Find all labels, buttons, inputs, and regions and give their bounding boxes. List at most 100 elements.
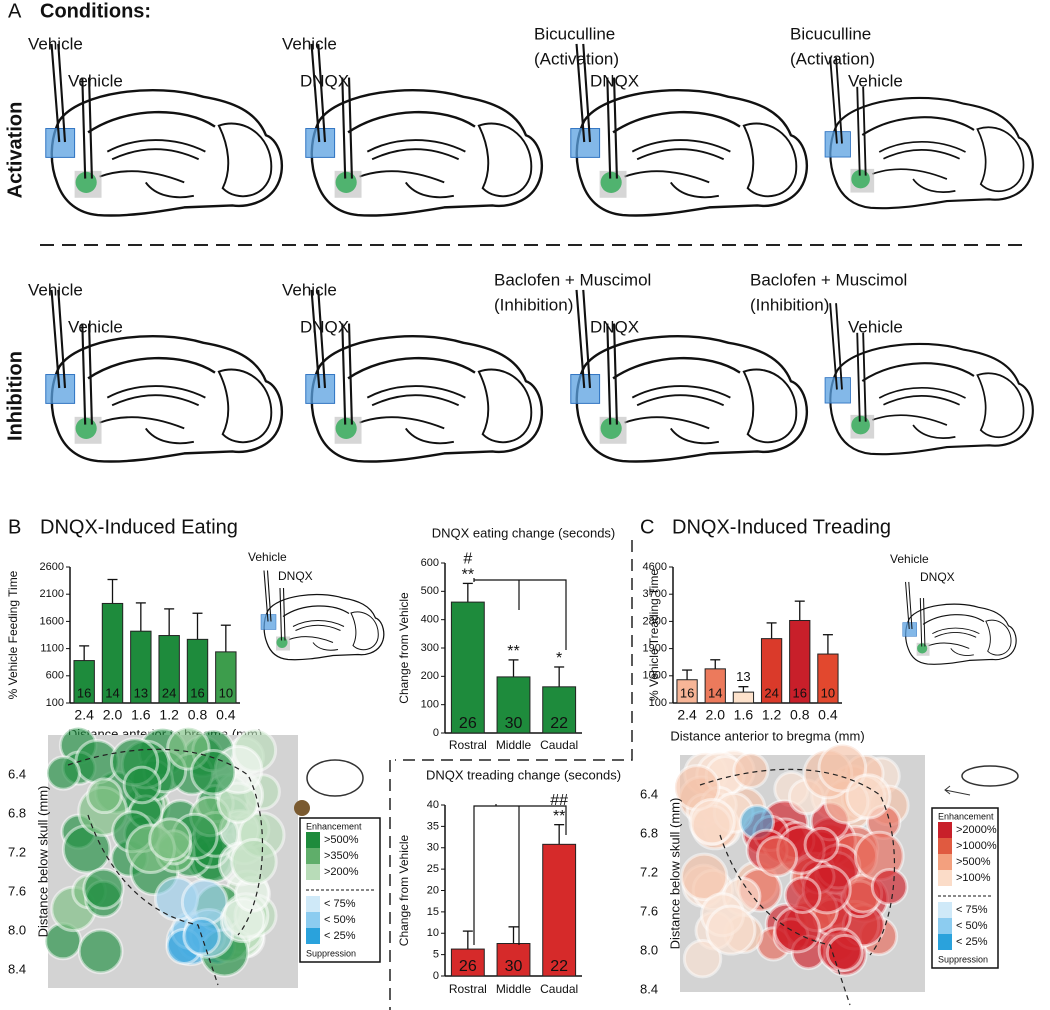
y-tick-label: 1000 (643, 670, 667, 682)
site-marker (230, 837, 278, 886)
bar (130, 630, 152, 704)
x-tick-label: 0.8 (790, 707, 810, 723)
site-marker (870, 868, 909, 906)
legend-label: >2000% (956, 824, 997, 836)
bar (542, 686, 577, 734)
food-pellets (294, 800, 310, 816)
legend-label: >500% (956, 856, 991, 868)
legend-swatch (938, 838, 952, 854)
bar (817, 653, 839, 704)
site-marker (845, 773, 892, 820)
bar (496, 676, 531, 734)
condition-label: (Inhibition) (494, 295, 573, 314)
y-tick-label: 30 (427, 842, 439, 854)
legend-label: >350% (324, 850, 359, 862)
x-tick-label: 1.2 (762, 707, 782, 723)
x-tick-label: Rostral (449, 738, 487, 752)
y-axis-label: % Vehicle Feeding Time (6, 570, 20, 699)
legend-label: < 50% (956, 920, 988, 932)
bar (450, 948, 485, 977)
n-label: 14 (105, 685, 119, 700)
legend-heading: Suppression (938, 954, 988, 964)
panel-a: A Conditions: (8, 0, 1035, 463)
legend-swatch (306, 832, 320, 848)
inset-label: Vehicle (248, 550, 287, 564)
condition-label: Vehicle (848, 317, 903, 336)
legend-swatch (938, 934, 952, 950)
site-marker (682, 938, 723, 979)
comparison-bracket (473, 578, 567, 650)
y-tick-label: 1900 (643, 643, 667, 655)
y-tick-label: 20 (427, 884, 439, 896)
legend-heading: Suppression (306, 948, 356, 958)
x-tick-label: 2.0 (103, 707, 123, 723)
site-marker (148, 817, 193, 862)
condition-label: DNQX (590, 317, 639, 336)
bar (450, 601, 485, 734)
n-label: 26 (459, 715, 477, 732)
rat-body (306, 759, 364, 797)
condition-label: Vehicle (28, 280, 83, 299)
legend-label: < 75% (956, 904, 988, 916)
legend-label: < 50% (324, 914, 356, 926)
motion-arrow (944, 785, 971, 796)
site-marker (688, 797, 736, 846)
panel-title: Conditions: (40, 0, 151, 22)
x-tick-label: 1.6 (734, 707, 754, 723)
legend-swatch (306, 928, 320, 944)
bar (73, 660, 95, 704)
bar (101, 602, 124, 704)
site-marker (190, 749, 237, 796)
condition-label: Vehicle (848, 71, 903, 90)
site-marker (773, 905, 821, 954)
y-tick-label: 100 (46, 697, 64, 709)
map-y-label: 8.4 (8, 961, 26, 976)
n-label: 13 (134, 685, 148, 700)
n-label: 10 (821, 685, 835, 700)
map-y-axis-label: Distance below skull (mm) (667, 798, 682, 950)
condition-label: Vehicle (68, 317, 123, 336)
bar (496, 943, 531, 977)
y-axis-label: % Vehicle Treading Time (647, 569, 661, 701)
n-label: 10 (219, 685, 233, 700)
y-tick-label: 200 (421, 670, 439, 682)
n-label: 30 (505, 958, 523, 975)
map-y-label: 7.2 (8, 844, 26, 859)
y-tick-label: 300 (421, 642, 439, 654)
site-marker (756, 835, 799, 878)
condition-label: DNQX (590, 71, 639, 90)
brain-diagram (304, 288, 544, 463)
bar (789, 619, 811, 704)
legend-label: >200% (324, 866, 359, 878)
x-tick-label: 2.4 (677, 707, 697, 723)
brain-diagram (44, 42, 284, 217)
n-label: 13 (736, 669, 750, 684)
bar (215, 651, 237, 704)
condition-label: (Activation) (790, 49, 875, 68)
brain-diagram (304, 42, 544, 217)
n-label: 24 (764, 685, 778, 700)
map-y-label: 7.2 (640, 864, 658, 879)
x-axis-label: Distance anterior to bregma (mm) (670, 728, 864, 743)
y-tick-label: 15 (427, 906, 439, 918)
y-axis-label: Change from Vehicle (397, 834, 411, 946)
condition-label: Bicuculline (534, 24, 615, 43)
x-tick-label: Caudal (540, 738, 578, 752)
x-tick-label: 0.8 (188, 707, 208, 723)
n-label: 16 (77, 685, 91, 700)
site-marker (122, 765, 162, 805)
panel-title: DNQX-Induced Treading (672, 516, 891, 538)
bar (704, 668, 726, 704)
n-label: 26 (459, 958, 477, 975)
legend-label: < 25% (956, 936, 988, 948)
y-tick-label: 400 (421, 614, 439, 626)
legend-swatch (306, 864, 320, 880)
legend-swatch (306, 896, 320, 912)
panel-c: C DNQX-Induced Treading Vehicle DNQX (640, 516, 1017, 665)
region-outline (67, 748, 264, 986)
legend-heading: Enhancement (306, 821, 362, 831)
y-tick-label: 500 (421, 585, 439, 597)
x-tick-label: Middle (496, 982, 532, 996)
legend-label: >500% (324, 834, 359, 846)
